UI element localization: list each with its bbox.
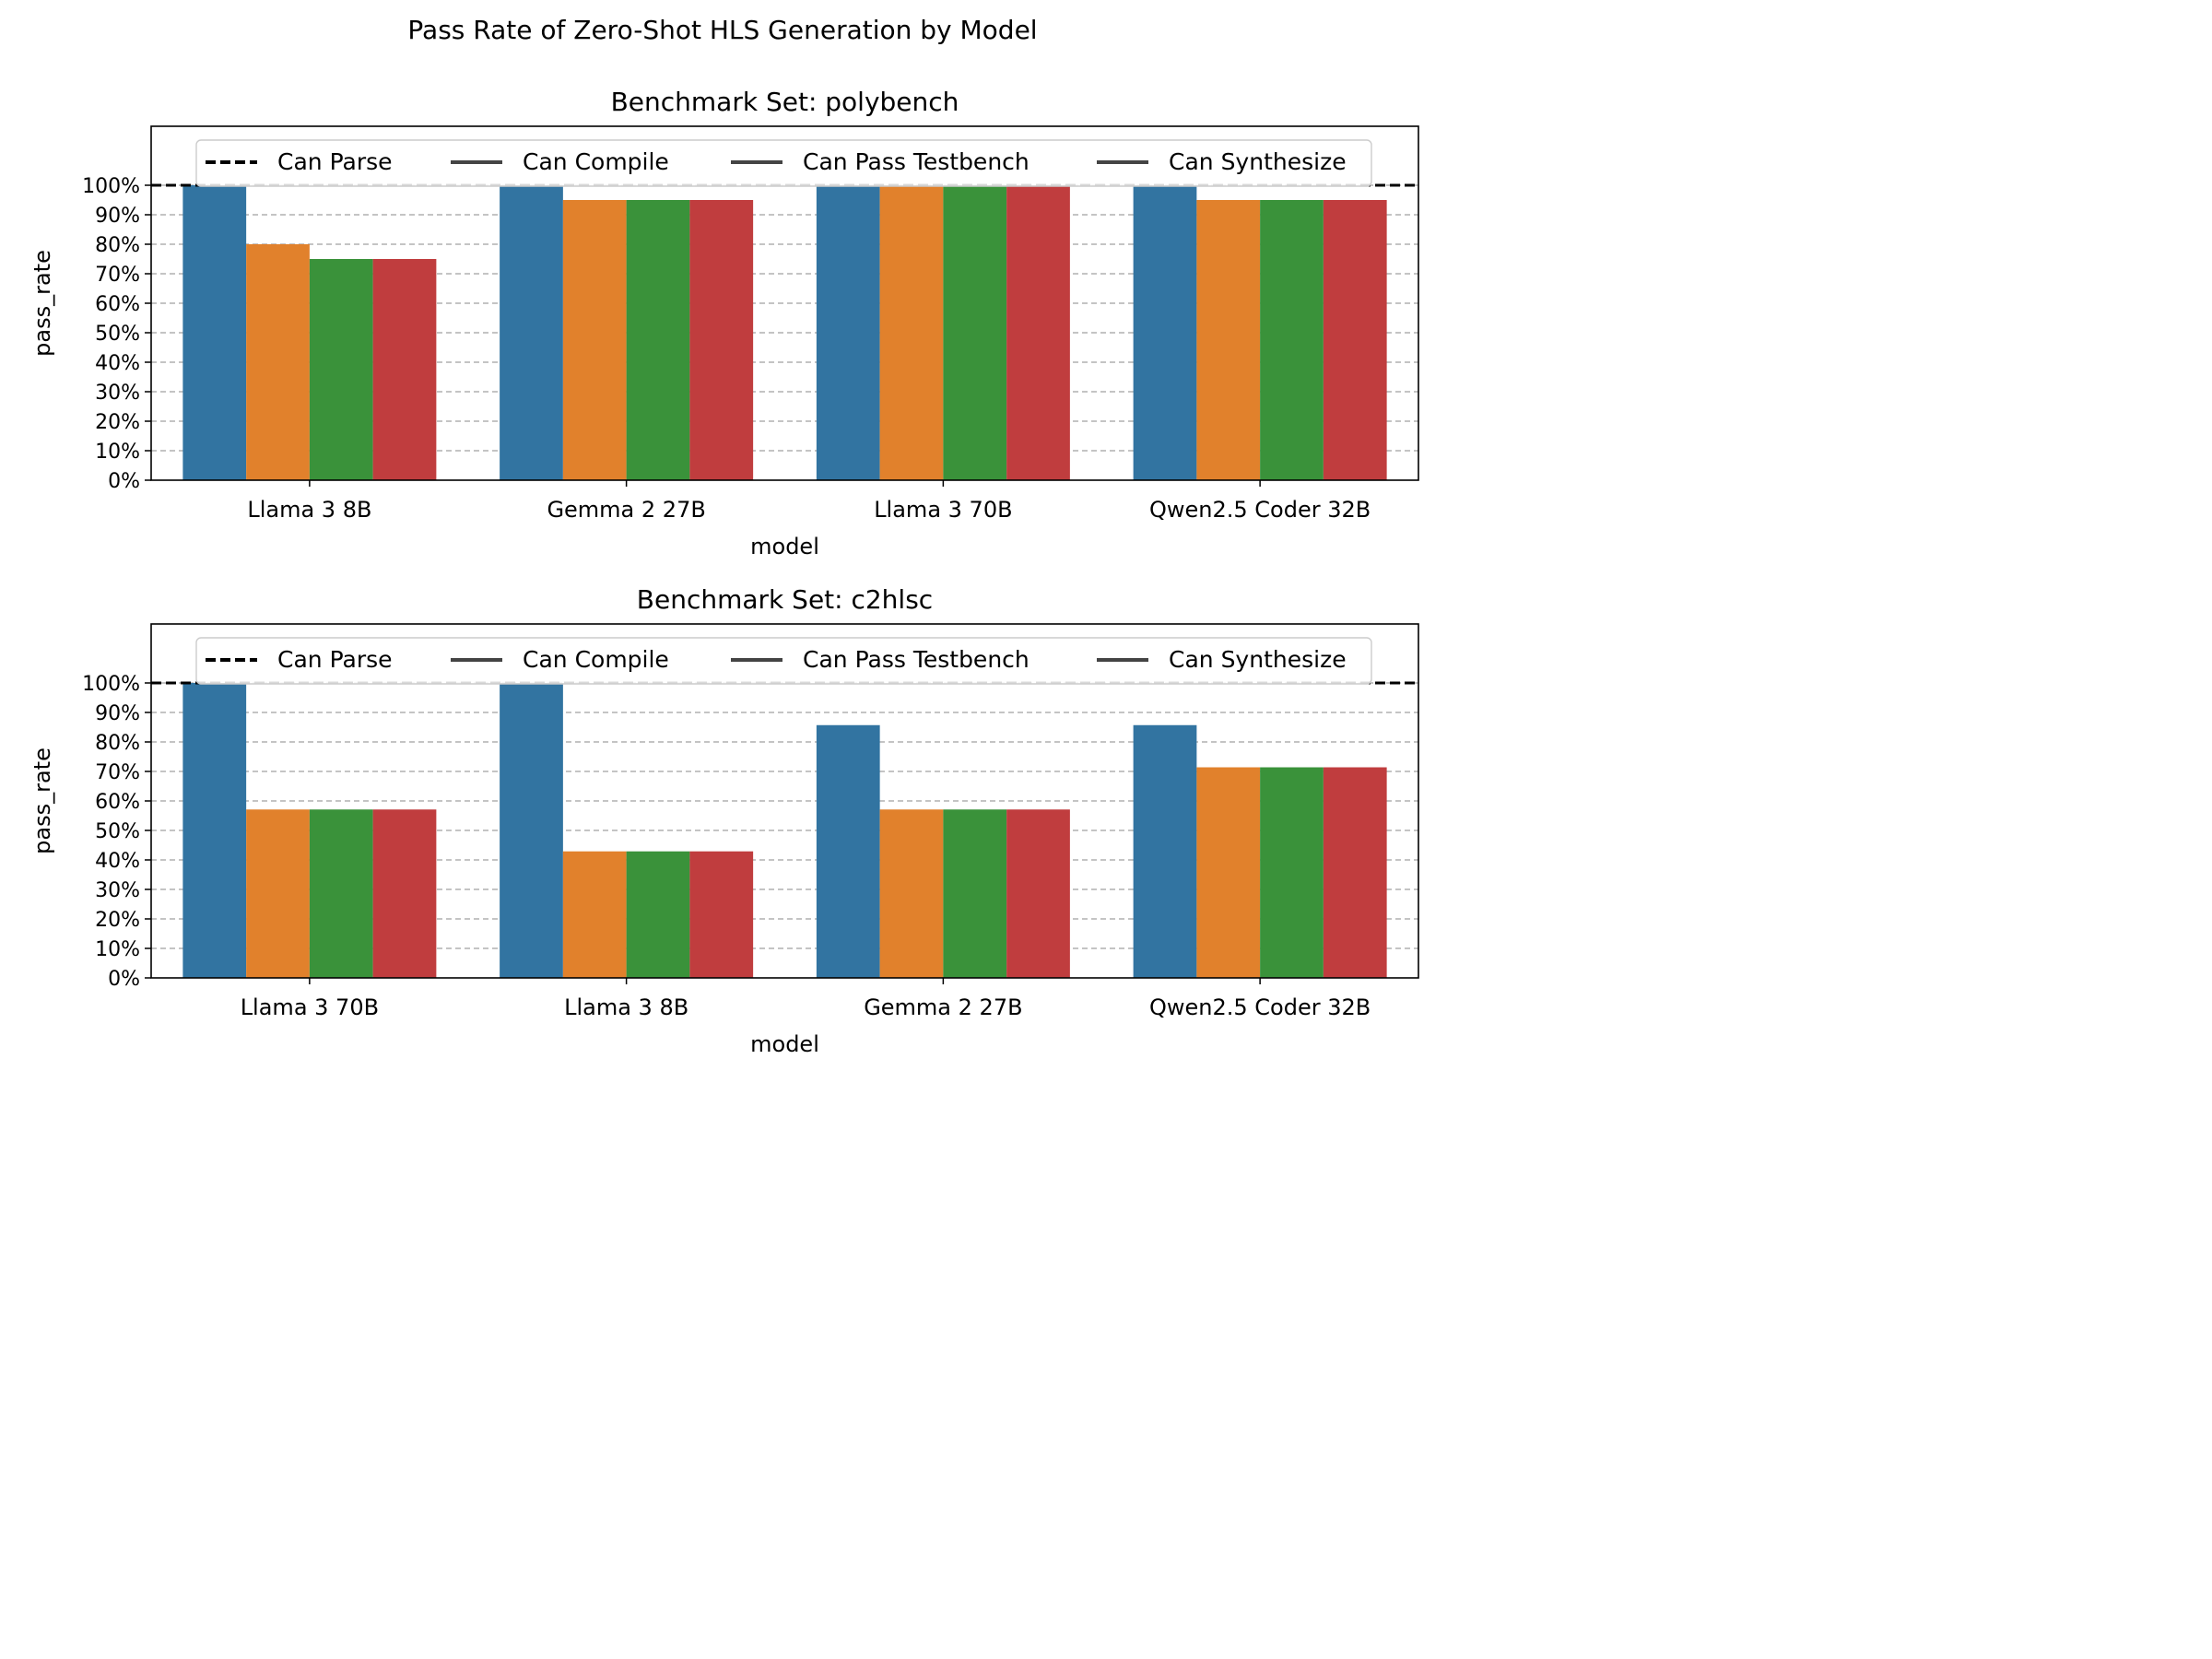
y-tick-label: 40% <box>95 352 140 375</box>
bar-can-synthesize <box>1006 185 1070 480</box>
legend-label: Can Synthesize <box>1169 148 1347 175</box>
legend-label: Can Pass Testbench <box>803 646 1030 673</box>
bar-can-compile <box>246 809 310 978</box>
bar-can-synthesize <box>1323 200 1387 480</box>
bar-can-compile <box>879 185 944 480</box>
y-tick-label: 50% <box>95 323 140 346</box>
x-tick-label: Llama 3 8B <box>247 497 371 523</box>
bar-can-pass-testbench <box>626 851 690 978</box>
y-tick-label: 50% <box>95 820 140 843</box>
x-tick-label: Gemma 2 27B <box>547 497 705 523</box>
x-axis-label: model <box>750 534 819 559</box>
y-tick-label: 60% <box>95 293 140 316</box>
bar-can-pass-testbench <box>309 809 373 978</box>
bar-can-parse <box>1133 724 1197 978</box>
y-tick-label: 20% <box>95 909 140 932</box>
y-tick-label: 30% <box>95 879 140 902</box>
y-tick-label: 100% <box>82 175 140 198</box>
figure-title: Pass Rate of Zero-Shot HLS Generation by… <box>407 15 1038 45</box>
y-tick-label: 10% <box>95 938 140 961</box>
x-tick-label: Qwen2.5 Coder 32B <box>1149 497 1371 523</box>
x-tick-label: Llama 3 8B <box>564 994 688 1020</box>
chart-polybench: Benchmark Set: polybench 0% 10% 20% 30% 40% 50… <box>29 87 1419 559</box>
legend-label: Can Compile <box>523 646 669 673</box>
bar-can-synthesize <box>1006 809 1070 978</box>
y-axis-label: pass_rate <box>29 747 55 854</box>
bar-can-synthesize <box>689 851 754 978</box>
y-tick-label: 70% <box>95 761 140 784</box>
bar-can-compile <box>562 851 627 978</box>
y-tick-label: 0% <box>108 470 140 493</box>
bar-can-pass-testbench <box>943 185 1007 480</box>
bar-can-synthesize <box>372 809 437 978</box>
legend-box <box>195 637 1372 685</box>
bar-can-compile <box>1196 200 1261 480</box>
subplot-title: Benchmark Set: c2hlsc <box>637 584 933 615</box>
y-tick-label: 60% <box>95 791 140 814</box>
bar-can-pass-testbench <box>1260 200 1324 480</box>
y-tick-label: 80% <box>95 732 140 755</box>
legend-label: Can Parse <box>277 148 393 175</box>
bar-can-compile <box>246 244 310 480</box>
bar-can-compile <box>562 200 627 480</box>
subplot-title: Benchmark Set: polybench <box>611 87 959 117</box>
bar-can-parse <box>182 683 247 978</box>
y-tick-label: 80% <box>95 234 140 257</box>
y-axis-label: pass_rate <box>29 250 55 357</box>
bar-can-pass-testbench <box>1260 767 1324 978</box>
bar-can-synthesize <box>689 200 754 480</box>
y-tick-label: 0% <box>108 968 140 991</box>
y-tick-label: 20% <box>95 411 140 434</box>
bar-can-pass-testbench <box>309 259 373 480</box>
legend: Can Parse Can Compile Can Pass Testbench Ca… <box>195 139 1372 187</box>
y-tick-label: 30% <box>95 382 140 405</box>
legend-box <box>195 139 1372 187</box>
bar-can-pass-testbench <box>626 200 690 480</box>
x-axis-label: model <box>750 1031 819 1057</box>
bar-can-parse <box>1133 185 1197 480</box>
y-tick-label: 90% <box>95 205 140 228</box>
bar-can-parse <box>500 185 563 480</box>
legend-label: Can Synthesize <box>1169 646 1347 673</box>
x-tick-label: Llama 3 70B <box>241 994 379 1020</box>
legend: Can Parse Can Compile Can Pass Testbench Ca… <box>195 637 1372 685</box>
legend-label: Can Pass Testbench <box>803 148 1030 175</box>
y-tick-label: 40% <box>95 850 140 873</box>
x-tick-label: Llama 3 70B <box>874 497 1012 523</box>
bar-can-parse <box>182 185 247 480</box>
y-tick-label: 10% <box>95 441 140 464</box>
bar-can-synthesize <box>1323 767 1387 978</box>
x-tick-label: Qwen2.5 Coder 32B <box>1149 994 1371 1020</box>
legend-label: Can Compile <box>523 148 669 175</box>
bar-can-compile <box>879 809 944 978</box>
bar-can-parse <box>500 683 563 978</box>
legend-label: Can Parse <box>277 646 393 673</box>
bar-can-parse <box>816 185 880 480</box>
chart-c2hlsc: Benchmark Set: c2hlsc 0% 10% 20% 30% 40% 50% 60… <box>29 584 1419 1057</box>
bar-can-synthesize <box>372 259 437 480</box>
bar-can-parse <box>816 724 880 978</box>
y-tick-label: 90% <box>95 702 140 725</box>
y-tick-label: 70% <box>95 264 140 287</box>
y-tick-label: 100% <box>82 673 140 696</box>
bar-can-compile <box>1196 767 1261 978</box>
x-tick-label: Gemma 2 27B <box>864 994 1022 1020</box>
bar-can-pass-testbench <box>943 809 1007 978</box>
